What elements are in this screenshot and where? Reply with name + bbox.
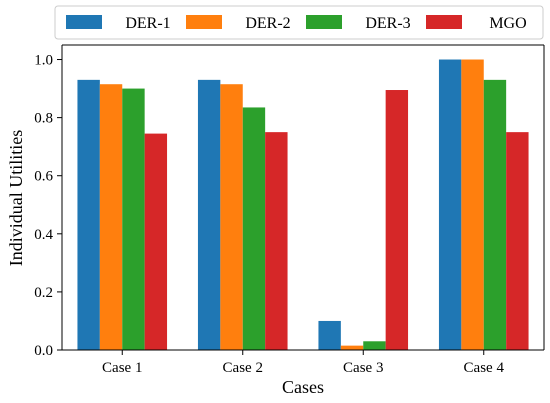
bar-der-3-case-3	[363, 341, 386, 350]
bar-der-3-case-1	[122, 88, 145, 350]
bar-mgo-case-4	[506, 132, 529, 350]
bar-der-2-case-2	[220, 84, 243, 351]
x-tick-label: Case 2	[223, 360, 263, 376]
bar-der-2-case-3	[340, 345, 364, 350]
axes-group	[61, 44, 545, 351]
legend-swatch-der-3	[306, 15, 342, 29]
y-ticks-group: 0.0 0.2 0.4 0.6 0.8 1.0	[34, 53, 62, 359]
legend-label-der-2: DER-2	[245, 15, 290, 32]
bar-mgo-case-1	[144, 133, 168, 350]
bar-der-3-case-2	[242, 107, 266, 350]
legend-swatch-der-1	[66, 15, 102, 29]
legend-label-der-3: DER-3	[365, 15, 410, 32]
legend-label-der-1: DER-1	[125, 15, 170, 32]
bar-der-1-case-1	[77, 79, 100, 351]
y-tick-label: 0.4	[34, 227, 53, 243]
x-tick-label: Case 1	[102, 360, 142, 376]
legend-swatch-der-2	[186, 15, 222, 29]
bar-der-3-case-4	[483, 79, 507, 351]
x-ticks-group: Case 1 Case 2 Case 3 Case 4	[102, 350, 504, 376]
y-tick-label: 0.8	[34, 111, 53, 127]
legend-label-mgo: MGO	[489, 15, 526, 32]
legend: DER-1 DER-2 DER-3 MGO	[54, 5, 544, 40]
x-tick-label: Case 3	[343, 360, 383, 376]
legend-frame	[54, 5, 544, 40]
bar-der-1-case-2	[197, 79, 221, 351]
y-tick-label: 0.6	[34, 169, 53, 185]
bars-group	[77, 59, 529, 351]
y-tick-label: 1.0	[34, 53, 53, 69]
y-tick-label: 0.2	[34, 285, 53, 301]
bar-der-1-case-4	[438, 59, 462, 351]
x-tick-label: Case 4	[464, 360, 505, 376]
bar-der-1-case-3	[318, 320, 341, 350]
bar-mgo-case-3	[385, 90, 409, 351]
y-tick-label: 0.0	[34, 343, 53, 359]
y-axis-title: Individual Utilities	[6, 130, 26, 267]
bar-mgo-case-2	[265, 132, 288, 350]
bar-der-2-case-4	[461, 59, 484, 351]
x-axis-title: Cases	[282, 377, 324, 397]
legend-swatch-mgo	[426, 15, 462, 29]
bar-der-2-case-1	[99, 84, 123, 351]
